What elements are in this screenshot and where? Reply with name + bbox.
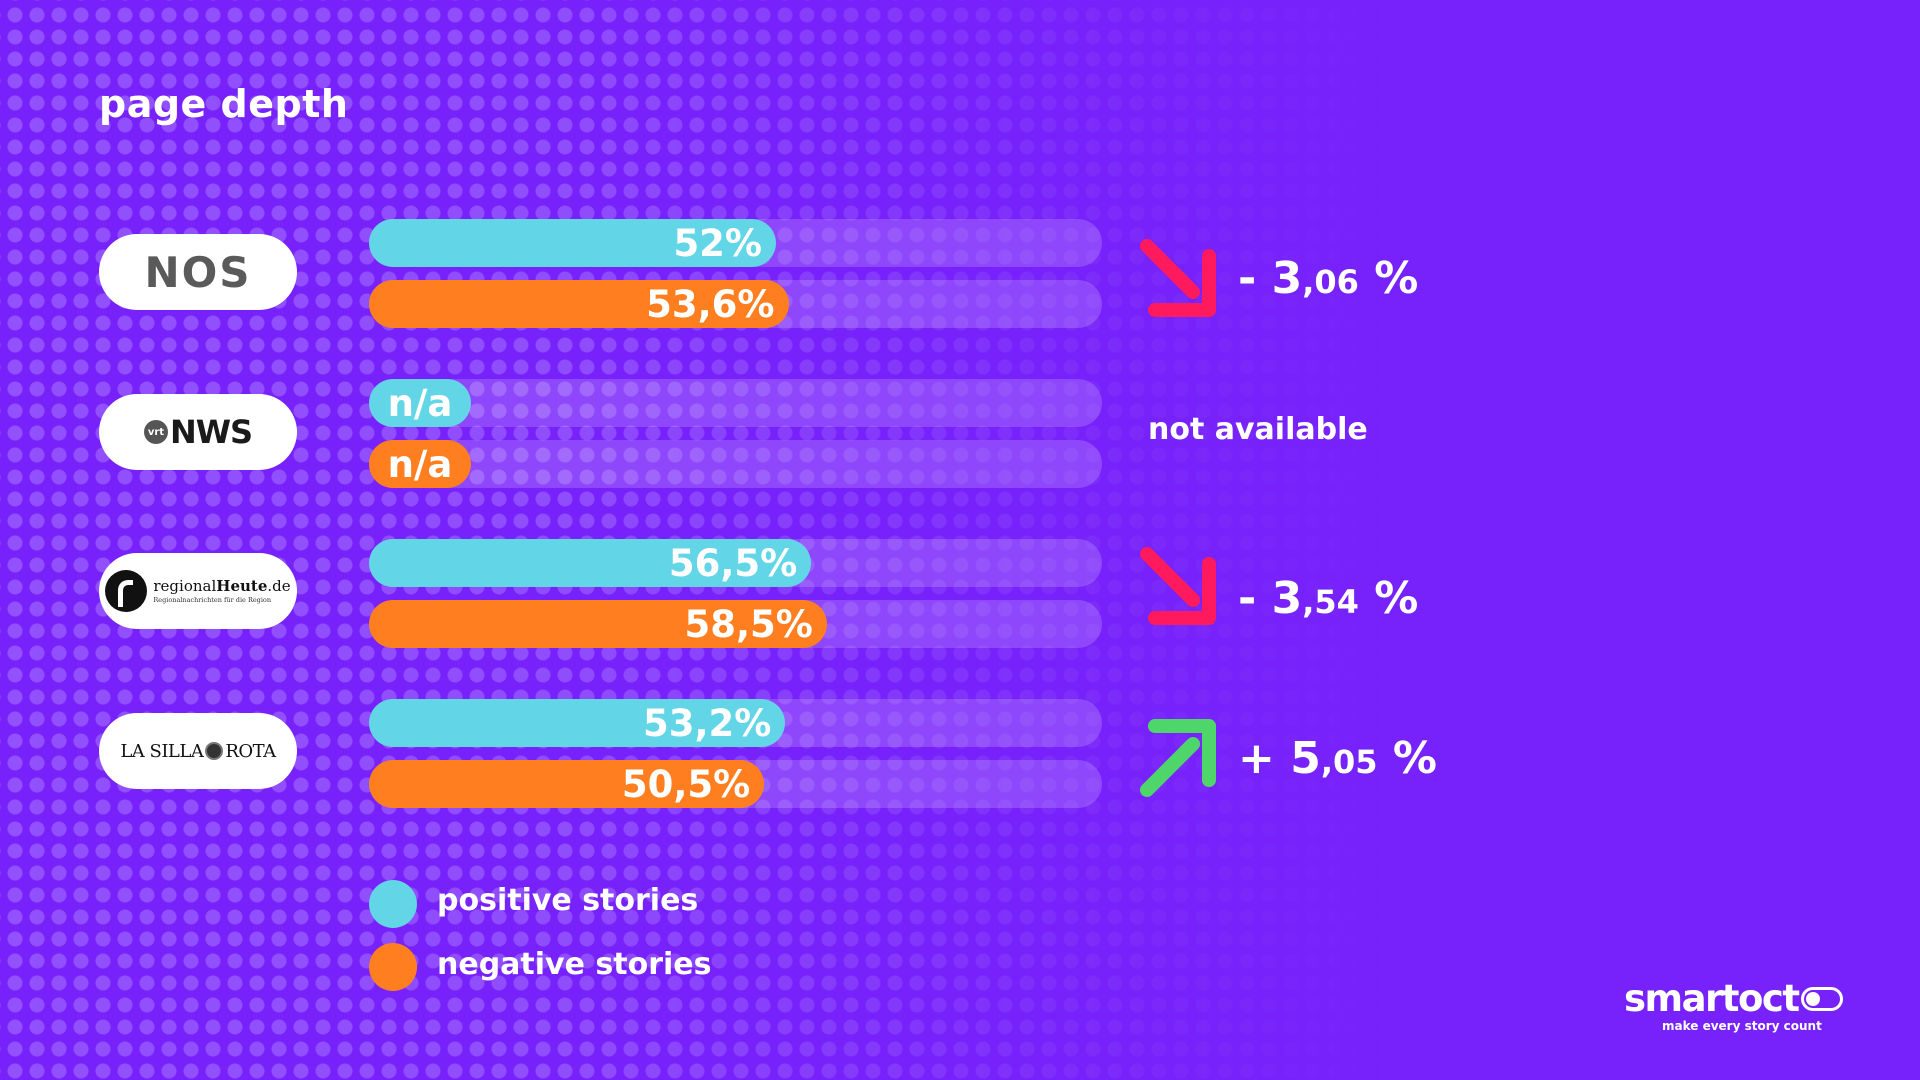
regionalheute-wordmark: regionalHeute.de xyxy=(153,576,291,595)
bar-regionalheute-positive: 56,5% xyxy=(369,539,812,587)
bar-lasillarota-negative: 50,5% xyxy=(369,760,765,808)
bar-nos-positive: 52% xyxy=(369,219,776,267)
regionalheute-logo: regionalHeute.de Regionalnachrichten für… xyxy=(105,570,291,612)
la-silla-rota-logo-pill: LA SILLA ROTA xyxy=(99,713,297,789)
smartocto-logo: smartoct make every story count xyxy=(1624,980,1864,1033)
bar-vrtnws-negative: n/a xyxy=(369,440,471,488)
la-silla-wordmark: LA SILLA xyxy=(120,740,204,762)
bar-track-lasillarota-negative: 50,5% xyxy=(369,760,1102,808)
change-value-regionalheute: - 3,54 % xyxy=(1238,573,1419,624)
nws-wordmark: NWS xyxy=(169,413,253,451)
change-value-nos: - 3,06 % xyxy=(1238,253,1419,304)
nos-logo-pill: NOS xyxy=(99,234,297,310)
legend-dot-negative xyxy=(369,943,417,991)
page-title: page depth xyxy=(99,82,349,126)
nos-logo: NOS xyxy=(144,247,252,297)
legend-label-positive: positive stories xyxy=(437,883,699,918)
regionalheute-subtitle: Regionalnachrichten für die Region xyxy=(153,595,272,604)
legend-dot-positive xyxy=(369,880,417,928)
la-silla-rota-emblem-icon xyxy=(205,742,224,760)
down-arrow-icon xyxy=(1140,239,1216,317)
vrt-nws-logo-pill: vrt NWS xyxy=(99,394,297,470)
bar-track-lasillarota-positive: 53,2% xyxy=(369,699,1102,747)
rota-wordmark: ROTA xyxy=(225,740,276,762)
bar-regionalheute-negative: 58,5% xyxy=(369,600,827,648)
bar-vrtnws-positive: n/a xyxy=(369,379,471,427)
bar-track-nos-negative: 53,6% xyxy=(369,280,1102,328)
bar-track-regionalheute-negative: 58,5% xyxy=(369,600,1102,648)
legend-label-negative: negative stories xyxy=(437,947,712,982)
not-available-label: not available xyxy=(1148,412,1368,447)
brand-tagline: make every story count xyxy=(1662,1019,1822,1033)
brand-name: smartoct xyxy=(1624,977,1800,1020)
up-arrow-icon xyxy=(1140,719,1216,797)
vrt-nws-logo: vrt NWS xyxy=(143,413,253,451)
change-value-lasillarota: + 5,05 % xyxy=(1238,733,1437,784)
la-silla-rota-logo: LA SILLA ROTA xyxy=(120,740,276,762)
regionalheute-mark-icon xyxy=(105,570,148,612)
down-arrow-icon xyxy=(1140,547,1216,625)
bar-track-nos-positive: 52% xyxy=(369,219,1102,267)
toggle-o-icon xyxy=(1800,986,1843,1011)
bar-track-vrtnws-positive: n/a xyxy=(369,379,1102,427)
bar-nos-negative: 53,6% xyxy=(369,280,789,328)
bar-track-vrtnws-negative: n/a xyxy=(369,440,1102,488)
bar-lasillarota-positive: 53,2% xyxy=(369,699,786,747)
regionalheute-logo-pill: regionalHeute.de Regionalnachrichten für… xyxy=(99,553,297,629)
bar-track-regionalheute-positive: 56,5% xyxy=(369,539,1102,587)
vrt-badge: vrt xyxy=(143,420,168,444)
